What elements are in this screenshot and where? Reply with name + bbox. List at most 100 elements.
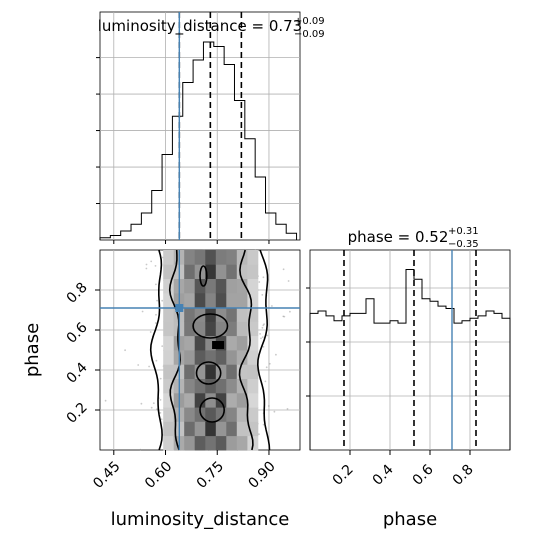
density-cell [215,278,227,294]
density-cell [215,292,227,308]
contour-line [149,249,163,451]
density-cell [163,307,175,322]
sample-point [283,315,286,318]
lum-title: luminosity_distance = 0.73 [98,17,302,36]
density-cell [194,307,206,322]
lum-tick-label: 0.90 [245,458,278,491]
density-cell [226,392,238,408]
density-cell [236,292,248,308]
density-cell [226,292,238,308]
density-cell [184,264,196,279]
density-cell [215,264,227,279]
density-cell [184,378,196,394]
density-cell [247,321,259,337]
phase-tick-label-x: 0.6 [410,462,437,489]
sample-point [265,366,268,369]
lum-tick-label: 0.45 [90,458,123,491]
sample-point [145,267,148,270]
sample-point [259,333,261,335]
density-cell [215,407,227,422]
density-cell [163,392,175,408]
density-cell [194,278,206,294]
sample-point [258,433,260,436]
contour-loop [199,397,226,423]
sample-point [286,408,289,410]
density-cell [184,421,196,437]
truth-lines [100,12,453,450]
sample-point [148,365,151,368]
phase-tick-label-y: 0.8 [64,280,91,307]
sample-point [264,380,267,383]
density-cell [236,321,248,337]
density-cell [163,421,175,437]
contour-loop [192,313,229,339]
density-cell [226,250,238,265]
density-cell [215,321,227,337]
density-cell [236,392,248,408]
sample-point [161,299,164,302]
sample-point [104,399,107,402]
sample-point [154,265,157,267]
phase-tick-label-y: 0.6 [64,320,91,347]
sample-point [262,423,265,426]
sample-point [273,410,276,413]
sample-point [258,281,261,283]
density-cell [205,435,217,451]
sample-point [261,336,264,338]
density-cell [163,335,175,351]
contour-line [238,249,254,451]
density-cell [205,321,217,337]
sample-point [262,324,265,327]
sample-point [275,353,277,356]
sample-point [155,359,158,362]
density-cell [247,350,259,365]
sample-point [150,406,153,409]
density-cell [163,364,175,379]
density-cell [236,278,248,294]
density-cell [163,407,175,422]
contour-line [256,249,271,451]
density-cell [184,435,196,451]
lum-title-minus: −0.09 [294,29,325,40]
sample-point [282,268,285,271]
density-cell [205,407,217,422]
density-cell [236,307,248,322]
density-cell [215,378,227,394]
density-cell [194,364,206,379]
density-cell [247,307,259,322]
sample-point [262,276,265,279]
sample-point [268,362,271,365]
sample-point [156,408,158,410]
density-cell [226,307,238,322]
sample-point [155,313,157,316]
density-cell [215,435,227,451]
density-cell [194,250,206,265]
density-cell [205,292,217,308]
density-peak [212,341,225,349]
phase-hist-frame [309,249,511,451]
density-cell [215,392,227,408]
phase-tick-label-y: 0.4 [64,360,91,387]
sample-point [271,305,273,307]
density-cell [247,364,259,379]
lum-hist-frame [99,11,301,241]
density-cell [226,350,238,365]
density-cell [163,321,175,337]
density-cell [247,250,259,265]
density-cell [184,292,196,308]
density-cell [184,392,196,408]
sample-point [155,283,157,286]
density-cell [247,335,259,351]
phase-tick-label-x: 0.4 [370,462,397,489]
density-cell [194,292,206,308]
phase-histogram [309,269,511,450]
density-cell [194,350,206,365]
sample-point [154,322,157,324]
sample-point [287,280,290,282]
x-label-phase: phase [383,509,437,530]
sample-point [156,299,159,302]
density-cell [205,421,217,437]
phase-title-minus: −0.35 [448,239,479,250]
phase-title-plus: +0.31 [448,226,479,237]
density-cell [236,350,248,365]
